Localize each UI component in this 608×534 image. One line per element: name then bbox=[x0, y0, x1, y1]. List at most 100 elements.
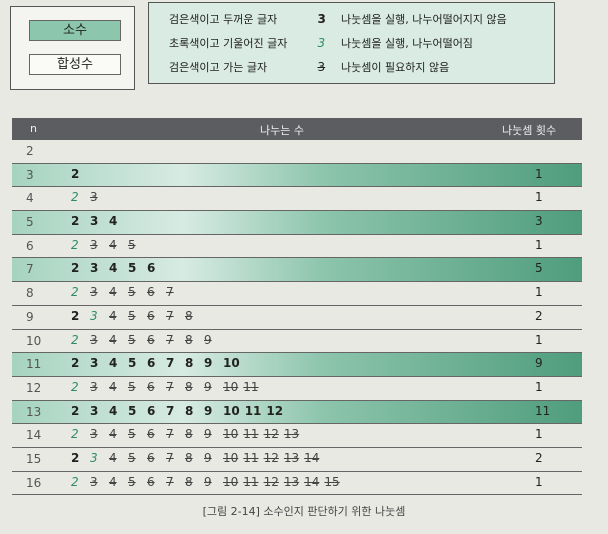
divisor: 4 bbox=[109, 214, 118, 229]
prime-chip: 소수 bbox=[29, 20, 121, 41]
divisor: 13 bbox=[283, 427, 300, 442]
divisor: 6 bbox=[147, 332, 155, 347]
divisor: 4 bbox=[109, 474, 117, 489]
divisor: 8 bbox=[185, 332, 193, 347]
divisor: 5 bbox=[128, 379, 136, 394]
row-divisors: 2 3 4 5 6 7 8 9 10 11 bbox=[71, 380, 264, 394]
legend-desc: 초록색이고 기울어진 글자 bbox=[169, 37, 288, 50]
divisor: 9 bbox=[204, 474, 212, 489]
row-divisors: 2 3 4 5 6 7 8 9 10 11 12 13 14 15 bbox=[71, 475, 345, 489]
row-count: 1 bbox=[535, 332, 543, 347]
divisor: 3 bbox=[90, 214, 99, 229]
row-divisors: 2 3 4 5 6 7 8 9 10 11 12 bbox=[71, 404, 288, 418]
row-count: 9 bbox=[535, 356, 543, 371]
divisor: 7 bbox=[166, 474, 174, 489]
row-count: 1 bbox=[535, 379, 543, 394]
divisor: 9 bbox=[204, 403, 213, 418]
row-n: 7 bbox=[26, 262, 34, 277]
row-divisors: 2 3 4 5 6 7 8 9 10 11 12 13 14 bbox=[71, 451, 324, 465]
divisor: 3 bbox=[90, 285, 98, 300]
table-row: 15 2 3 4 5 6 7 8 9 10 11 12 13 14 2 bbox=[12, 448, 582, 472]
row-divisors: 2 3 4 5 6 7 8 9 10 bbox=[71, 356, 245, 370]
header-divisors: 나누는 수 bbox=[260, 124, 304, 137]
row-n: 16 bbox=[26, 475, 42, 490]
header-count: 나눗셈 횟수 bbox=[502, 124, 557, 137]
divisor: 3 bbox=[90, 308, 98, 323]
divisor: 10 bbox=[223, 427, 239, 442]
divisor: 12 bbox=[266, 403, 284, 418]
legend-row: 검은색이고 두꺼운 글자 3 나눗셈을 실행, 나누어떨어지지 않음 bbox=[169, 11, 507, 27]
divisor: 4 bbox=[109, 427, 117, 442]
divisor: 2 bbox=[71, 190, 79, 205]
row-count: 11 bbox=[535, 403, 551, 418]
divisor: 10 bbox=[223, 356, 240, 371]
divisor: 3 bbox=[90, 450, 98, 465]
divisor: 6 bbox=[147, 403, 156, 418]
divisor: 7 bbox=[166, 332, 174, 347]
divisor: 2 bbox=[71, 332, 79, 347]
divisor: 7 bbox=[166, 379, 174, 394]
row-n: 10 bbox=[26, 333, 42, 348]
table-row: 10 2 3 4 5 6 7 8 9 1 bbox=[12, 330, 582, 354]
divisor: 5 bbox=[128, 450, 136, 465]
divisor: 5 bbox=[128, 332, 136, 347]
divisor: 7 bbox=[166, 427, 174, 442]
divisor: 13 bbox=[283, 474, 300, 489]
divisor: 6 bbox=[147, 427, 155, 442]
row-n: 12 bbox=[26, 380, 42, 395]
row-count: 3 bbox=[535, 214, 543, 229]
row-n: 4 bbox=[26, 191, 34, 206]
row-count: 2 bbox=[535, 450, 543, 465]
table-row: 14 2 3 4 5 6 7 8 9 10 11 12 13 1 bbox=[12, 424, 582, 448]
legend-desc: 검은색이고 두꺼운 글자 bbox=[169, 13, 278, 26]
divisor: 9 bbox=[204, 450, 212, 465]
divisor: 4 bbox=[109, 379, 117, 394]
divisor: 10 bbox=[223, 450, 239, 465]
divisor: 8 bbox=[185, 308, 193, 323]
divisor: 10 bbox=[223, 379, 239, 394]
figure-caption: [그림 2-14] 소수인지 판단하기 위한 나눗셈 bbox=[202, 505, 406, 518]
divisor: 3 bbox=[90, 356, 99, 371]
divisor: 2 bbox=[71, 237, 79, 252]
divisor: 3 bbox=[90, 261, 99, 276]
divisor: 12 bbox=[263, 474, 279, 489]
divisor: 7 bbox=[166, 308, 174, 323]
divisor: 2 bbox=[71, 427, 79, 442]
divisor: 5 bbox=[128, 237, 136, 252]
table-row: 3 2 1 bbox=[12, 163, 582, 188]
row-count: 5 bbox=[535, 261, 543, 276]
divisor: 4 bbox=[109, 261, 118, 276]
legend-row: 검은색이고 가는 글자 3 나눗셈이 필요하지 않음 bbox=[169, 59, 449, 75]
legend-desc: 검은색이고 가는 글자 bbox=[169, 61, 268, 74]
divisor: 9 bbox=[204, 356, 213, 371]
divisor: 4 bbox=[109, 285, 117, 300]
table-row: 2 bbox=[12, 140, 582, 164]
legend-row: 초록색이고 기울어진 글자 3 나눗셈을 실행, 나누어떨어짐 bbox=[169, 35, 473, 51]
divisor: 12 bbox=[263, 450, 279, 465]
divisor: 4 bbox=[109, 332, 117, 347]
divisor: 3 bbox=[90, 237, 98, 252]
row-count: 1 bbox=[535, 427, 543, 442]
divisor: 5 bbox=[128, 356, 137, 371]
legend-chip-box: 소수 합성수 bbox=[10, 6, 135, 90]
row-n: 14 bbox=[26, 428, 42, 443]
divisor: 4 bbox=[109, 450, 117, 465]
row-n: 13 bbox=[26, 404, 42, 419]
divisor: 10 bbox=[223, 474, 239, 489]
divisor: 2 bbox=[71, 450, 80, 465]
row-n: 9 bbox=[26, 309, 34, 324]
row-count: 2 bbox=[535, 308, 543, 323]
divisor: 9 bbox=[204, 379, 212, 394]
row-n: 5 bbox=[26, 215, 34, 230]
divisor: 5 bbox=[128, 285, 136, 300]
legend-meaning: 나눗셈을 실행, 나누어떨어지지 않음 bbox=[341, 13, 507, 26]
